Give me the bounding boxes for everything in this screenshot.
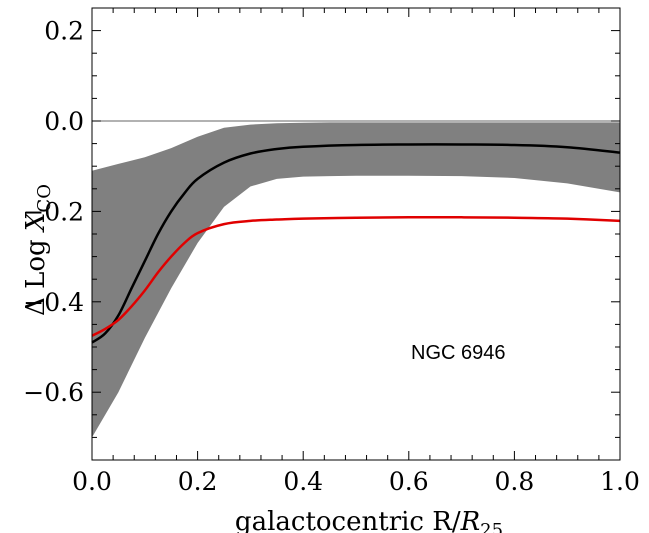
annotation-galaxy-name: NGC 6946	[411, 342, 506, 364]
x-axis-title-main: galactocentric R/	[235, 507, 461, 533]
x-tick-label: 0.0	[72, 467, 112, 496]
x-axis-title-var: R	[460, 507, 481, 533]
y-axis-title-var: X	[21, 211, 51, 233]
y-tick-label: −0.6	[23, 378, 84, 407]
y-axis-title-sub: CO	[34, 184, 55, 213]
x-tick-label: 0.6	[389, 467, 429, 496]
series-layer	[91, 143, 621, 344]
y-axis-title-main: Δ Log	[21, 231, 51, 316]
y-axis-title: Δ Log XCO	[21, 184, 55, 316]
x-tick-label: 1.0	[600, 467, 640, 496]
y-tick-label: 0.2	[44, 17, 84, 46]
x-tick-label: 0.8	[495, 467, 535, 496]
x-axis-title: galactocentric R/R25	[235, 507, 503, 533]
x-tick-label: 0.2	[178, 467, 218, 496]
uncertainty-band	[92, 122, 620, 438]
x-tick-label: 0.4	[283, 467, 323, 496]
tick-label-layer: 0.0 0.2 0.4 0.6 0.8 1.0 0.2 0.0 −0.2 −0.4 −0.6	[23, 17, 640, 496]
uncertainty-band-layer	[92, 122, 620, 438]
y-tick-label: −0.4	[23, 288, 84, 317]
y-tick-label: 0.0	[44, 107, 84, 136]
series-line-1	[91, 143, 621, 344]
y-tick-label: −0.2	[23, 197, 84, 226]
series-line-2	[91, 215, 621, 337]
x-axis-title-sub: 25	[480, 520, 503, 533]
tick-layer	[91, 7, 621, 461]
